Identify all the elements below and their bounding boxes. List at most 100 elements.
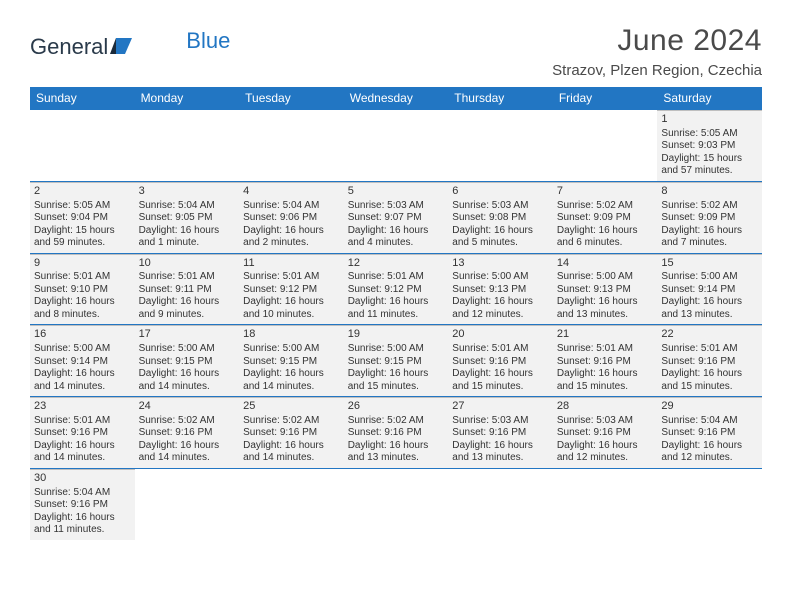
sunrise-line: Sunrise: 5:02 AM	[557, 200, 654, 213]
day-number: 6	[452, 185, 549, 199]
day-number: 29	[661, 400, 758, 414]
day-number: 24	[139, 400, 236, 414]
day-number: 27	[452, 400, 549, 414]
daylight-line: Daylight: 16 hours and 13 minutes.	[661, 296, 758, 321]
day-cell: 9Sunrise: 5:01 AMSunset: 9:10 PMDaylight…	[30, 254, 135, 325]
sunrise-line: Sunrise: 5:00 AM	[452, 271, 549, 284]
day-cell	[239, 110, 344, 181]
month-title: June 2024	[552, 24, 762, 58]
week-row: 23Sunrise: 5:01 AMSunset: 9:16 PMDayligh…	[30, 397, 762, 469]
daylight-line: Daylight: 16 hours and 12 minutes.	[452, 296, 549, 321]
sunrise-line: Sunrise: 5:03 AM	[348, 200, 445, 213]
sunset-line: Sunset: 9:16 PM	[243, 427, 340, 440]
sunset-line: Sunset: 9:16 PM	[452, 427, 549, 440]
day-number: 23	[34, 400, 131, 414]
week-row: 30Sunrise: 5:04 AMSunset: 9:16 PMDayligh…	[30, 469, 762, 540]
sunset-line: Sunset: 9:14 PM	[34, 356, 131, 369]
week-row: 16Sunrise: 5:00 AMSunset: 9:14 PMDayligh…	[30, 325, 762, 397]
sunset-line: Sunset: 9:13 PM	[452, 284, 549, 297]
sunset-line: Sunset: 9:13 PM	[557, 284, 654, 297]
sunrise-line: Sunrise: 5:00 AM	[557, 271, 654, 284]
calendar-page: General Blue June 2024 Strazov, Plzen Re…	[0, 0, 792, 550]
daylight-line: Daylight: 16 hours and 14 minutes.	[243, 440, 340, 465]
day-cell: 22Sunrise: 5:01 AMSunset: 9:16 PMDayligh…	[657, 325, 762, 396]
sunset-line: Sunset: 9:16 PM	[34, 499, 131, 512]
sunrise-line: Sunrise: 5:03 AM	[452, 200, 549, 213]
day-number: 11	[243, 257, 340, 271]
flag-icon	[110, 34, 132, 60]
day-cell	[553, 469, 658, 540]
sunrise-line: Sunrise: 5:00 AM	[348, 343, 445, 356]
daylight-line: Daylight: 16 hours and 2 minutes.	[243, 225, 340, 250]
day-number: 7	[557, 185, 654, 199]
day-cell: 5Sunrise: 5:03 AMSunset: 9:07 PMDaylight…	[344, 182, 449, 253]
weekday-header: Monday	[135, 87, 240, 110]
day-number: 20	[452, 328, 549, 342]
day-cell: 27Sunrise: 5:03 AMSunset: 9:16 PMDayligh…	[448, 397, 553, 468]
day-number: 5	[348, 185, 445, 199]
day-cell: 19Sunrise: 5:00 AMSunset: 9:15 PMDayligh…	[344, 325, 449, 396]
day-cell: 20Sunrise: 5:01 AMSunset: 9:16 PMDayligh…	[448, 325, 553, 396]
brand-text-blue: Blue	[186, 28, 230, 54]
day-number: 26	[348, 400, 445, 414]
sunset-line: Sunset: 9:16 PM	[661, 427, 758, 440]
sunrise-line: Sunrise: 5:01 AM	[348, 271, 445, 284]
daylight-line: Daylight: 16 hours and 12 minutes.	[557, 440, 654, 465]
weekday-header: Wednesday	[344, 87, 449, 110]
sunset-line: Sunset: 9:12 PM	[348, 284, 445, 297]
day-cell	[553, 110, 658, 181]
day-cell: 6Sunrise: 5:03 AMSunset: 9:08 PMDaylight…	[448, 182, 553, 253]
day-number: 18	[243, 328, 340, 342]
day-number: 21	[557, 328, 654, 342]
sunset-line: Sunset: 9:08 PM	[452, 212, 549, 225]
day-number: 12	[348, 257, 445, 271]
sunset-line: Sunset: 9:09 PM	[661, 212, 758, 225]
sunset-line: Sunset: 9:16 PM	[557, 356, 654, 369]
sunset-line: Sunset: 9:07 PM	[348, 212, 445, 225]
day-cell: 17Sunrise: 5:00 AMSunset: 9:15 PMDayligh…	[135, 325, 240, 396]
sunrise-line: Sunrise: 5:01 AM	[34, 271, 131, 284]
sunrise-line: Sunrise: 5:01 AM	[661, 343, 758, 356]
day-cell	[344, 469, 449, 540]
day-cell: 4Sunrise: 5:04 AMSunset: 9:06 PMDaylight…	[239, 182, 344, 253]
weeks-container: 1Sunrise: 5:05 AMSunset: 9:03 PMDaylight…	[30, 110, 762, 540]
daylight-line: Daylight: 16 hours and 15 minutes.	[661, 368, 758, 393]
sunset-line: Sunset: 9:10 PM	[34, 284, 131, 297]
daylight-line: Daylight: 16 hours and 5 minutes.	[452, 225, 549, 250]
daylight-line: Daylight: 16 hours and 8 minutes.	[34, 296, 131, 321]
day-number: 4	[243, 185, 340, 199]
daylight-line: Daylight: 16 hours and 7 minutes.	[661, 225, 758, 250]
day-cell	[239, 469, 344, 540]
weekday-header: Tuesday	[239, 87, 344, 110]
day-number: 9	[34, 257, 131, 271]
day-number: 3	[139, 185, 236, 199]
sunset-line: Sunset: 9:16 PM	[348, 427, 445, 440]
week-row: 9Sunrise: 5:01 AMSunset: 9:10 PMDaylight…	[30, 254, 762, 326]
sunrise-line: Sunrise: 5:05 AM	[661, 128, 758, 141]
day-number: 30	[34, 472, 131, 486]
day-number: 14	[557, 257, 654, 271]
sunrise-line: Sunrise: 5:05 AM	[34, 200, 131, 213]
location-text: Strazov, Plzen Region, Czechia	[552, 62, 762, 79]
day-cell	[448, 469, 553, 540]
daylight-line: Daylight: 15 hours and 59 minutes.	[34, 225, 131, 250]
day-cell	[30, 110, 135, 181]
daylight-line: Daylight: 16 hours and 11 minutes.	[34, 512, 131, 537]
sunrise-line: Sunrise: 5:03 AM	[557, 415, 654, 428]
brand-logo: General Blue	[30, 24, 230, 60]
daylight-line: Daylight: 16 hours and 15 minutes.	[452, 368, 549, 393]
sunrise-line: Sunrise: 5:01 AM	[557, 343, 654, 356]
daylight-line: Daylight: 16 hours and 14 minutes.	[34, 368, 131, 393]
sunset-line: Sunset: 9:15 PM	[243, 356, 340, 369]
sunrise-line: Sunrise: 5:02 AM	[139, 415, 236, 428]
calendar-grid: SundayMondayTuesdayWednesdayThursdayFrid…	[30, 87, 762, 540]
sunset-line: Sunset: 9:06 PM	[243, 212, 340, 225]
sunrise-line: Sunrise: 5:02 AM	[243, 415, 340, 428]
day-cell: 3Sunrise: 5:04 AMSunset: 9:05 PMDaylight…	[135, 182, 240, 253]
daylight-line: Daylight: 16 hours and 14 minutes.	[139, 368, 236, 393]
sunrise-line: Sunrise: 5:00 AM	[139, 343, 236, 356]
day-cell	[657, 469, 762, 540]
day-cell: 25Sunrise: 5:02 AMSunset: 9:16 PMDayligh…	[239, 397, 344, 468]
sunset-line: Sunset: 9:16 PM	[452, 356, 549, 369]
day-cell: 8Sunrise: 5:02 AMSunset: 9:09 PMDaylight…	[657, 182, 762, 253]
